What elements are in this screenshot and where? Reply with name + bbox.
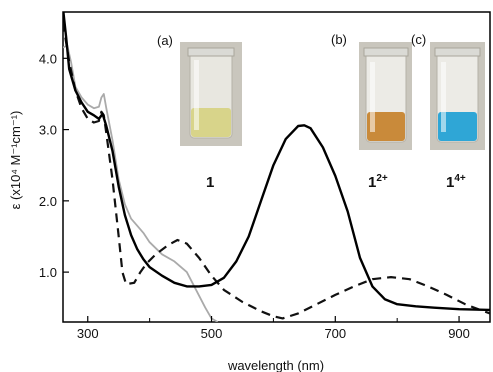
series-line-3 <box>63 12 490 312</box>
series-group <box>63 12 490 322</box>
y-axis-title: ε (x10⁴ M⁻¹cm⁻¹) <box>8 111 23 210</box>
ticks-group: 300 500 700 900 1.0 2.0 3.0 4.0 <box>39 51 470 341</box>
y-tick-label: 3.0 <box>39 123 57 138</box>
y-tick-label: 2.0 <box>39 194 57 209</box>
panel-label-b: (b) <box>331 32 347 47</box>
compound-label-b: 12+ <box>368 173 388 191</box>
y-tick-label: 1.0 <box>39 265 57 280</box>
y-tick-label: 4.0 <box>39 51 57 66</box>
compound-label-c-main: 1 <box>446 174 454 191</box>
compound-label-b-main: 1 <box>368 174 376 191</box>
vial-photo-b <box>359 42 412 150</box>
panel-label-a: (a) <box>157 33 173 48</box>
compound-label-c-charge: 4+ <box>454 173 466 184</box>
x-tick-label: 500 <box>201 326 223 341</box>
x-tick-label: 700 <box>324 326 346 341</box>
x-tick-label: 900 <box>448 326 470 341</box>
compound-label-c: 14+ <box>446 173 466 191</box>
vial-photo-a <box>180 42 242 146</box>
plot-frame <box>62 11 491 323</box>
vial-photo-c <box>430 42 485 150</box>
series-line-1 <box>63 44 219 322</box>
x-tick-label: 300 <box>77 326 99 341</box>
compound-label-b-charge: 2+ <box>376 173 388 184</box>
x-axis-title: wavelength (nm) <box>227 358 324 372</box>
compound-label-a: 1 <box>206 174 214 191</box>
panel-label-c: (c) <box>411 32 426 47</box>
